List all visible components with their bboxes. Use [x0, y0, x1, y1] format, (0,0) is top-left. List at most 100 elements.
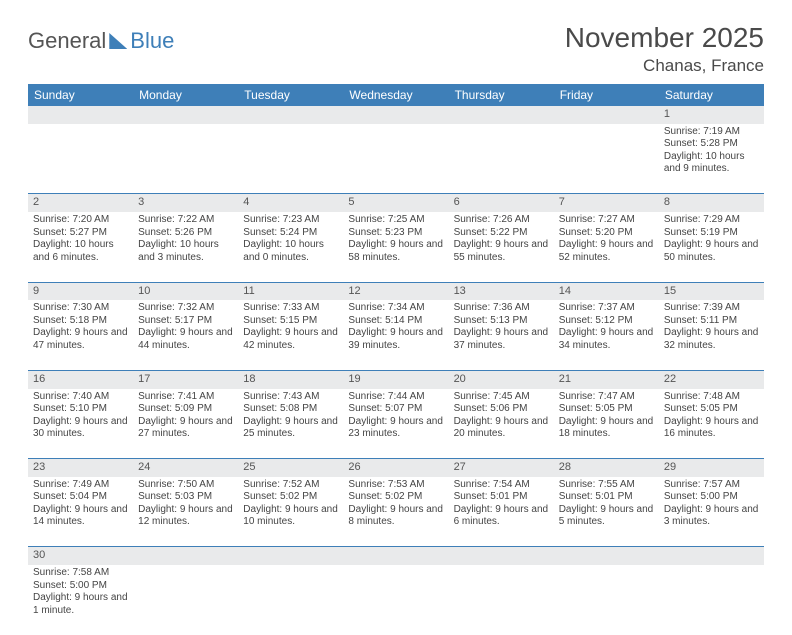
day-detail: [343, 565, 448, 635]
day-number: 7: [554, 194, 659, 212]
daylight-text: Daylight: 9 hours and 10 minutes.: [243, 504, 338, 529]
daylight-text: Daylight: 9 hours and 3 minutes.: [664, 504, 759, 529]
day-number: 17: [133, 370, 238, 388]
daynum-row: 2345678: [28, 194, 764, 212]
day-detail: Sunrise: 7:48 AMSunset: 5:05 PMDaylight:…: [659, 389, 764, 459]
weekday-header: Thursday: [449, 84, 554, 106]
sunset-text: Sunset: 5:08 PM: [243, 403, 338, 416]
sunset-text: Sunset: 5:07 PM: [348, 403, 443, 416]
daylight-text: Daylight: 9 hours and 5 minutes.: [559, 504, 654, 529]
day-number: 25: [238, 459, 343, 477]
day-detail: Sunrise: 7:44 AMSunset: 5:07 PMDaylight:…: [343, 389, 448, 459]
sunrise-text: Sunrise: 7:25 AM: [348, 214, 443, 227]
daylight-text: Daylight: 9 hours and 16 minutes.: [664, 416, 759, 441]
daylight-text: Daylight: 9 hours and 18 minutes.: [559, 416, 654, 441]
daylight-text: Daylight: 9 hours and 37 minutes.: [454, 327, 549, 352]
day-detail: [554, 565, 659, 635]
sunrise-text: Sunrise: 7:19 AM: [664, 126, 759, 139]
sunset-text: Sunset: 5:27 PM: [33, 227, 128, 240]
sunset-text: Sunset: 5:02 PM: [243, 491, 338, 504]
day-number: 16: [28, 370, 133, 388]
day-number: 11: [238, 282, 343, 300]
daylight-text: Daylight: 9 hours and 34 minutes.: [559, 327, 654, 352]
sunset-text: Sunset: 5:03 PM: [138, 491, 233, 504]
sunrise-text: Sunrise: 7:45 AM: [454, 391, 549, 404]
day-number: 4: [238, 194, 343, 212]
daylight-text: Daylight: 9 hours and 30 minutes.: [33, 416, 128, 441]
sunrise-text: Sunrise: 7:30 AM: [33, 302, 128, 315]
sunset-text: Sunset: 5:28 PM: [664, 138, 759, 151]
sunrise-text: Sunrise: 7:26 AM: [454, 214, 549, 227]
sunrise-text: Sunrise: 7:41 AM: [138, 391, 233, 404]
sunset-text: Sunset: 5:24 PM: [243, 227, 338, 240]
daylight-text: Daylight: 9 hours and 14 minutes.: [33, 504, 128, 529]
day-number: 26: [343, 459, 448, 477]
day-detail: Sunrise: 7:20 AMSunset: 5:27 PMDaylight:…: [28, 212, 133, 282]
daylight-text: Daylight: 9 hours and 52 minutes.: [559, 239, 654, 264]
day-number: [659, 547, 764, 565]
day-number: [343, 547, 448, 565]
sunset-text: Sunset: 5:05 PM: [559, 403, 654, 416]
day-detail: Sunrise: 7:33 AMSunset: 5:15 PMDaylight:…: [238, 300, 343, 370]
day-detail: Sunrise: 7:43 AMSunset: 5:08 PMDaylight:…: [238, 389, 343, 459]
sunrise-text: Sunrise: 7:43 AM: [243, 391, 338, 404]
daylight-text: Daylight: 9 hours and 27 minutes.: [138, 416, 233, 441]
logo-text-2: Blue: [130, 28, 174, 54]
header: General Blue November 2025 Chanas, Franc…: [28, 22, 764, 76]
day-number: [238, 106, 343, 124]
day-detail: Sunrise: 7:55 AMSunset: 5:01 PMDaylight:…: [554, 477, 659, 547]
day-detail: Sunrise: 7:37 AMSunset: 5:12 PMDaylight:…: [554, 300, 659, 370]
sunset-text: Sunset: 5:12 PM: [559, 315, 654, 328]
sunrise-text: Sunrise: 7:32 AM: [138, 302, 233, 315]
daylight-text: Daylight: 9 hours and 8 minutes.: [348, 504, 443, 529]
daynum-row: 16171819202122: [28, 370, 764, 388]
sunrise-text: Sunrise: 7:53 AM: [348, 479, 443, 492]
day-detail: Sunrise: 7:47 AMSunset: 5:05 PMDaylight:…: [554, 389, 659, 459]
detail-row: Sunrise: 7:20 AMSunset: 5:27 PMDaylight:…: [28, 212, 764, 282]
day-detail: Sunrise: 7:40 AMSunset: 5:10 PMDaylight:…: [28, 389, 133, 459]
sunset-text: Sunset: 5:17 PM: [138, 315, 233, 328]
sunset-text: Sunset: 5:19 PM: [664, 227, 759, 240]
sunset-text: Sunset: 5:01 PM: [454, 491, 549, 504]
sunset-text: Sunset: 5:11 PM: [664, 315, 759, 328]
detail-row: Sunrise: 7:58 AMSunset: 5:00 PMDaylight:…: [28, 565, 764, 635]
day-detail: Sunrise: 7:53 AMSunset: 5:02 PMDaylight:…: [343, 477, 448, 547]
sunrise-text: Sunrise: 7:39 AM: [664, 302, 759, 315]
sunset-text: Sunset: 5:18 PM: [33, 315, 128, 328]
daylight-text: Daylight: 9 hours and 47 minutes.: [33, 327, 128, 352]
day-detail: [449, 565, 554, 635]
page: General Blue November 2025 Chanas, Franc…: [0, 0, 792, 635]
weekday-header: Tuesday: [238, 84, 343, 106]
weekday-header: Sunday: [28, 84, 133, 106]
day-detail: Sunrise: 7:29 AMSunset: 5:19 PMDaylight:…: [659, 212, 764, 282]
sunrise-text: Sunrise: 7:27 AM: [559, 214, 654, 227]
sunset-text: Sunset: 5:00 PM: [664, 491, 759, 504]
sunrise-text: Sunrise: 7:29 AM: [664, 214, 759, 227]
day-detail: Sunrise: 7:22 AMSunset: 5:26 PMDaylight:…: [133, 212, 238, 282]
daylight-text: Daylight: 9 hours and 20 minutes.: [454, 416, 549, 441]
sunset-text: Sunset: 5:13 PM: [454, 315, 549, 328]
weekday-header: Saturday: [659, 84, 764, 106]
sunset-text: Sunset: 5:06 PM: [454, 403, 549, 416]
day-number: [133, 106, 238, 124]
detail-row: Sunrise: 7:30 AMSunset: 5:18 PMDaylight:…: [28, 300, 764, 370]
sunrise-text: Sunrise: 7:34 AM: [348, 302, 443, 315]
daylight-text: Daylight: 9 hours and 42 minutes.: [243, 327, 338, 352]
day-number: 22: [659, 370, 764, 388]
detail-row: Sunrise: 7:49 AMSunset: 5:04 PMDaylight:…: [28, 477, 764, 547]
day-number: 24: [133, 459, 238, 477]
detail-row: Sunrise: 7:40 AMSunset: 5:10 PMDaylight:…: [28, 389, 764, 459]
day-number: [449, 547, 554, 565]
day-detail: Sunrise: 7:30 AMSunset: 5:18 PMDaylight:…: [28, 300, 133, 370]
sunset-text: Sunset: 5:09 PM: [138, 403, 233, 416]
daynum-row: 30: [28, 547, 764, 565]
daylight-text: Daylight: 9 hours and 50 minutes.: [664, 239, 759, 264]
sunrise-text: Sunrise: 7:33 AM: [243, 302, 338, 315]
weekday-header: Wednesday: [343, 84, 448, 106]
day-detail: [449, 124, 554, 194]
day-number: [28, 106, 133, 124]
day-detail: Sunrise: 7:25 AMSunset: 5:23 PMDaylight:…: [343, 212, 448, 282]
day-detail: Sunrise: 7:52 AMSunset: 5:02 PMDaylight:…: [238, 477, 343, 547]
sunset-text: Sunset: 5:04 PM: [33, 491, 128, 504]
day-number: 21: [554, 370, 659, 388]
